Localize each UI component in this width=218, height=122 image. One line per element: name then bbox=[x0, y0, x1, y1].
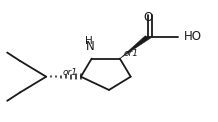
Text: or1: or1 bbox=[62, 68, 77, 77]
Text: HO: HO bbox=[184, 30, 202, 43]
Text: O: O bbox=[143, 11, 153, 24]
Text: H: H bbox=[85, 36, 92, 46]
Text: N: N bbox=[86, 40, 95, 53]
Polygon shape bbox=[120, 36, 151, 59]
Text: or1: or1 bbox=[123, 49, 138, 58]
